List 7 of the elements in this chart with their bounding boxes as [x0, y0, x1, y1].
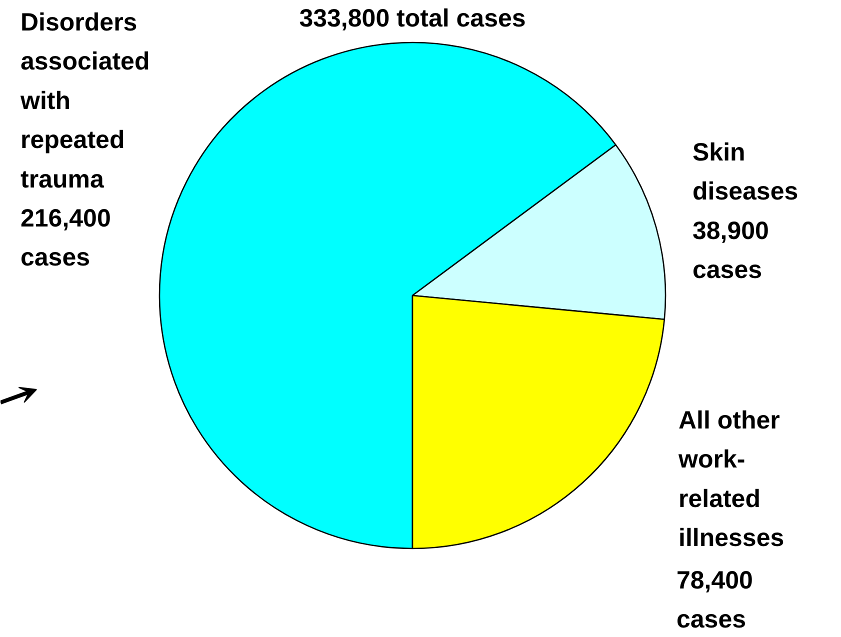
- data-label: 216,400 cases: [20, 204, 111, 272]
- data-label: 38,900 cases: [692, 216, 769, 284]
- slice-label: Skin diseases: [692, 138, 798, 206]
- chart-title: 333,800 total cases: [299, 4, 526, 32]
- slice-label: Disorders associated with repeated trauma: [20, 8, 150, 194]
- slice-label: All other work-related illnesses: [678, 406, 784, 552]
- data-label: 78,400 cases: [676, 566, 753, 634]
